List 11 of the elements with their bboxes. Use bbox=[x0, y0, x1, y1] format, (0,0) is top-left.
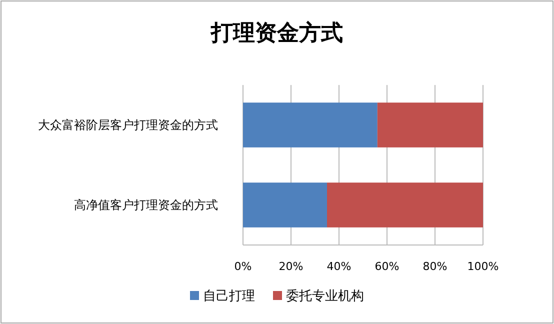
title: 打理资金方式 bbox=[211, 21, 343, 46]
legend-label: 委托专业机构 bbox=[286, 289, 364, 304]
x-tick-label: 0% bbox=[234, 260, 252, 273]
x-tick-label: 20% bbox=[278, 260, 304, 273]
x-tick-label: 40% bbox=[326, 260, 352, 273]
y-tick-label: 大众富裕阶层客户打理资金的方式 bbox=[38, 118, 218, 132]
x-tick-label: 100% bbox=[467, 260, 499, 273]
legend-label: 自己打理 bbox=[203, 289, 255, 304]
y-tick-label: 高净值客户打理资金的方式 bbox=[74, 198, 218, 212]
x-tick-label: 60% bbox=[374, 260, 400, 273]
x-tick-label: 80% bbox=[422, 260, 448, 273]
